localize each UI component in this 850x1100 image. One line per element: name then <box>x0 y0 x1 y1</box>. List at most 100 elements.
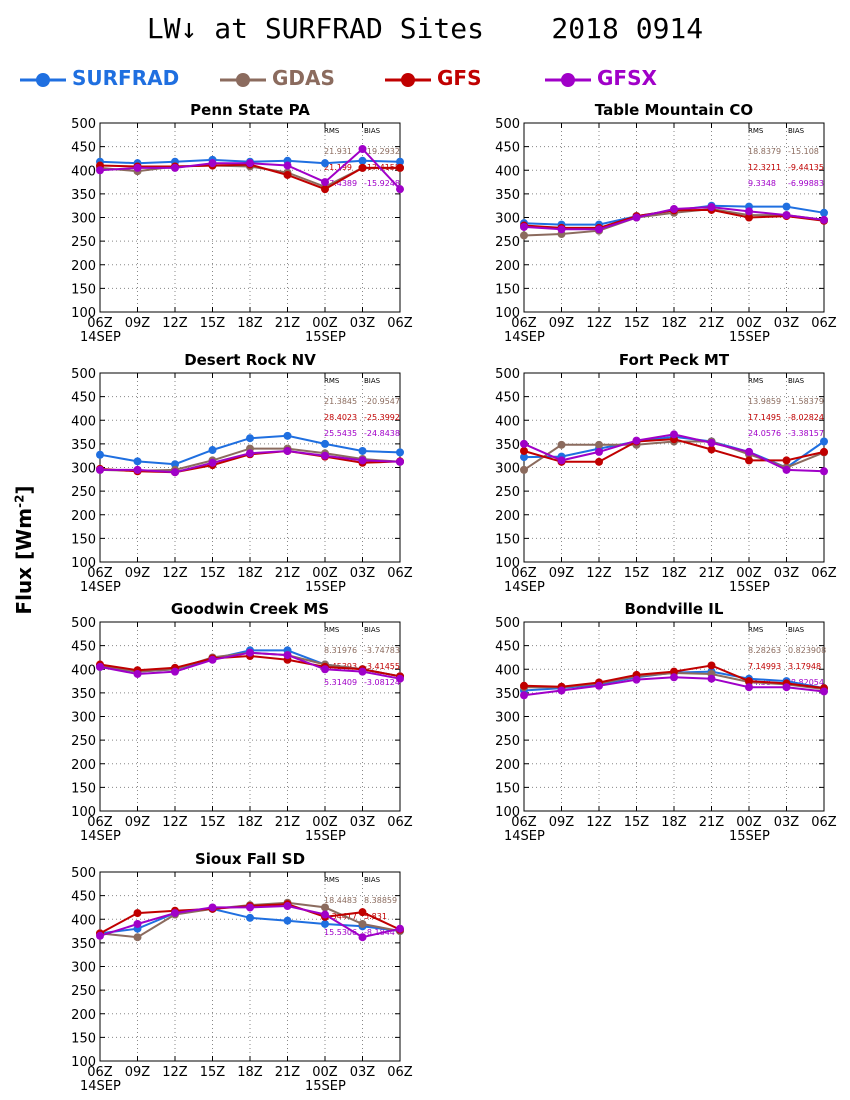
chart-panel: Penn State PA 100 150 200 250 300 350 400 450 500… <box>71 101 413 345</box>
y-tick-label: 400 <box>71 663 96 678</box>
y-tick-label: 350 <box>71 438 96 453</box>
data-point-gdas <box>321 903 329 912</box>
data-point-gfsx <box>283 902 292 911</box>
data-point-gfsx <box>133 919 142 928</box>
data-point-surfrad <box>358 446 367 455</box>
stats-header-rms: RMS <box>324 377 340 385</box>
data-point-gfsx <box>632 213 641 222</box>
data-point-gfsx <box>520 439 528 448</box>
stats-rms-gdas: 13.9859 <box>748 397 781 406</box>
figure-title: LW↓ at SURFRAD Sites 2018 0914 <box>146 12 704 45</box>
data-point-gfs <box>133 909 142 918</box>
x-date-label: 14SEP <box>80 580 121 595</box>
legend-swatch <box>385 73 431 87</box>
legend-swatch-marker <box>36 73 50 87</box>
stats-bias-gfs: -25.3992 <box>364 413 400 422</box>
stats-bias-gfsx: -6.99883 <box>788 179 824 188</box>
x-tick-label: 06Z <box>387 316 413 331</box>
y-tick-label: 300 <box>495 711 520 726</box>
stats-bias-gfs: -3.41455 <box>364 662 400 671</box>
data-point-gfsx <box>707 203 716 212</box>
stats-bias-gfsx: -3.38157 <box>788 429 824 438</box>
legend-swatch-marker <box>401 73 415 87</box>
chart-panel: Sioux Fall SD 100 150 200 250 300 350 400 450 500… <box>71 850 413 1094</box>
data-point-surfrad <box>520 453 528 462</box>
stats-header-bias: BIAS <box>364 876 381 884</box>
y-tick-label: 250 <box>495 235 520 250</box>
y-tick-label: 100 <box>71 556 96 571</box>
x-tick-label: 03Z <box>350 1065 376 1080</box>
data-point-gfsx <box>595 225 603 234</box>
y-tick-label: 450 <box>71 890 96 905</box>
stats-rms-gfs: 12.3211 <box>748 163 781 172</box>
y-tick-label: 100 <box>495 556 520 571</box>
data-point-surfrad <box>820 437 828 446</box>
data-point-surfrad <box>321 919 329 928</box>
y-tick-label: 100 <box>495 805 520 820</box>
legend-swatch-marker <box>236 73 250 87</box>
y-tick-label: 450 <box>71 640 96 655</box>
stats-header-bias: BIAS <box>364 626 381 634</box>
x-tick-label: 00Z <box>312 316 338 331</box>
x-tick-label: 15Z <box>200 316 226 331</box>
data-point-gfsx <box>246 648 254 657</box>
data-point-gfs <box>321 185 329 194</box>
y-tick-label: 400 <box>71 913 96 928</box>
y-tick-label: 250 <box>495 485 520 500</box>
x-date-label: 14SEP <box>80 829 121 844</box>
stats-rms-gfs: 9.34417 <box>324 912 357 921</box>
x-tick-label: 06Z <box>387 815 413 830</box>
x-tick-label: 09Z <box>125 1065 151 1080</box>
data-point-surfrad <box>133 457 142 466</box>
data-point-surfrad <box>321 159 329 168</box>
y-tick-label: 200 <box>71 259 96 274</box>
data-point-gfsx <box>246 159 254 168</box>
data-point-gfsx <box>557 456 566 465</box>
stats-header-bias: BIAS <box>364 127 381 135</box>
stats-rms-gdas: 8.28263 <box>748 646 781 655</box>
data-point-gfsx <box>358 456 367 465</box>
data-point-gfs <box>782 456 791 465</box>
data-point-gfsx <box>96 465 104 474</box>
y-tick-label: 300 <box>71 711 96 726</box>
data-point-gdas <box>557 440 566 449</box>
y-tick-label: 200 <box>71 1008 96 1023</box>
legend-label: SURFRAD <box>72 66 180 90</box>
legend: SURFRAD GDAS GFS GFSX <box>0 62 850 98</box>
x-date-label: 14SEP <box>504 580 545 595</box>
x-tick-label: 03Z <box>774 566 800 581</box>
data-point-gfsx <box>358 933 367 942</box>
x-tick-label: 15Z <box>200 815 226 830</box>
x-tick-label: 00Z <box>736 316 762 331</box>
stats-rms-gdas: 8.31976 <box>324 646 357 655</box>
data-point-surfrad <box>171 460 179 469</box>
data-point-gfsx <box>396 924 404 933</box>
panel-title: Penn State PA <box>190 101 310 119</box>
y-tick-label: 500 <box>71 866 96 881</box>
data-point-gfsx <box>557 225 566 234</box>
data-point-gfs <box>358 908 367 917</box>
stats-bias-gdas: -1.58379 <box>788 397 824 406</box>
stats-bias-gfs: 5.831 <box>364 912 387 921</box>
data-point-surfrad <box>820 208 828 217</box>
data-point-surfrad <box>396 448 404 457</box>
stats-rms-gfs: 28.4023 <box>324 413 357 422</box>
y-tick-label: 400 <box>71 164 96 179</box>
stats-bias-gdas: 8.38859 <box>364 896 397 905</box>
x-date-label: 14SEP <box>80 330 121 345</box>
y-tick-label: 200 <box>495 509 520 524</box>
x-tick-label: 03Z <box>774 316 800 331</box>
y-tick-label: 150 <box>495 282 520 297</box>
data-point-gfsx <box>396 185 404 194</box>
data-point-gfsx <box>133 163 142 172</box>
data-point-gfs <box>820 447 828 456</box>
y-tick-label: 150 <box>71 532 96 547</box>
stats-header-rms: RMS <box>324 626 340 634</box>
y-tick-label: 500 <box>495 367 520 382</box>
data-point-gfs <box>745 677 753 686</box>
data-point-surfrad <box>96 450 104 459</box>
x-tick-label: 21Z <box>275 815 301 830</box>
data-point-gfsx <box>246 903 254 912</box>
stats-rms-gdas: 18.4483 <box>324 896 357 905</box>
